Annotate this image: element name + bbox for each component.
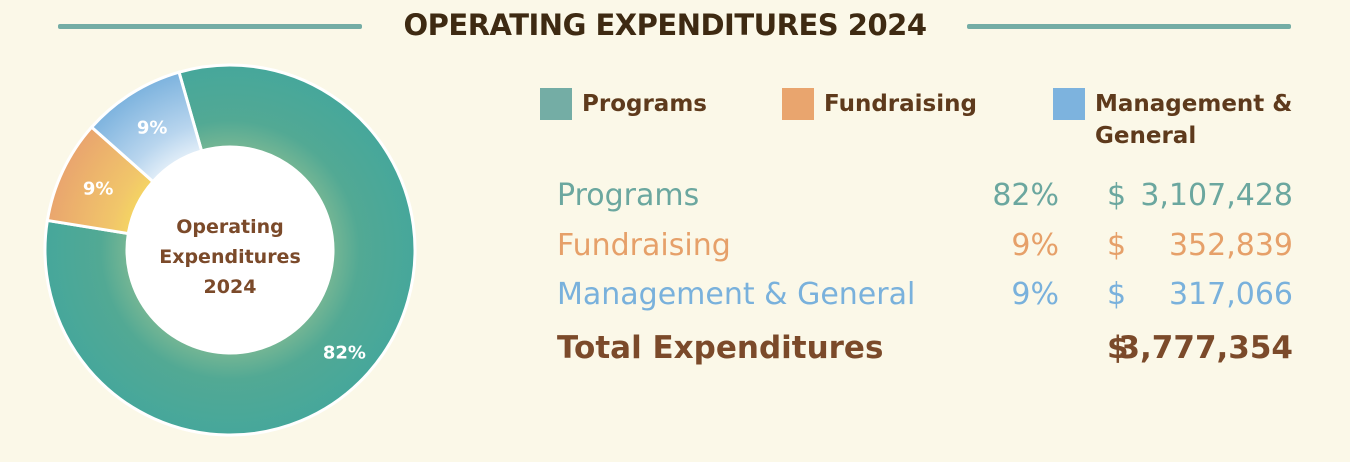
title-row: OPERATING EXPENDITURES 2024	[0, 6, 1350, 46]
row-amount: 317,066	[1168, 277, 1293, 312]
row-amount: 3,107,428	[1140, 178, 1293, 213]
chart-title: OPERATING EXPENDITURES 2024	[403, 8, 927, 42]
slice-label-fundraising: 9%	[83, 178, 114, 199]
center-label-line-3: 2024	[204, 276, 257, 298]
legend-item-management: Management & General	[1053, 88, 1292, 152]
legend-label-programs: Programs	[582, 91, 707, 117]
table-row-management: Management & General 9% $ 317,066	[557, 273, 1297, 317]
row-percent: 9%	[1011, 277, 1059, 312]
row-currency: $	[1107, 228, 1127, 263]
table-row-programs: Programs 82% $ 3,107,428	[557, 174, 1297, 218]
legend-item-programs: Programs	[540, 88, 707, 120]
total-label: Total Expenditures	[557, 330, 884, 366]
center-label-line-1: Operating	[176, 216, 284, 238]
legend-swatch-fundraising	[782, 88, 814, 120]
row-name: Fundraising	[557, 228, 731, 263]
table-row-fundraising: Fundraising 9% $ 352,839	[557, 224, 1297, 268]
total-amount: 3,777,354	[1118, 330, 1293, 366]
row-currency: $	[1107, 178, 1127, 213]
row-name: Management & General	[557, 277, 916, 312]
row-currency: $	[1107, 277, 1127, 312]
title-rule-left	[58, 24, 362, 29]
legend-item-fundraising: Fundraising	[782, 88, 977, 120]
title-rule-right	[967, 24, 1291, 29]
row-percent: 82%	[992, 178, 1059, 213]
center-label-line-2: Expenditures	[159, 246, 301, 268]
legend-label-management: Management & General	[1095, 91, 1293, 149]
legend-swatch-programs	[540, 88, 572, 120]
legend-label-fundraising: Fundraising	[824, 91, 977, 117]
donut-chart: 82% 9% 9% Operating Expenditures 2024	[43, 63, 417, 437]
row-name: Programs	[557, 178, 700, 213]
row-percent: 9%	[1011, 228, 1059, 263]
row-amount: 352,839	[1168, 228, 1293, 263]
table-row-total: Total Expenditures $ 3,777,354	[557, 326, 1297, 370]
slice-label-programs: 82%	[323, 343, 366, 364]
total-currency: $	[1107, 330, 1129, 366]
legend-swatch-management	[1053, 88, 1085, 120]
donut-hole	[127, 147, 333, 353]
slice-label-management: 9%	[137, 117, 168, 138]
